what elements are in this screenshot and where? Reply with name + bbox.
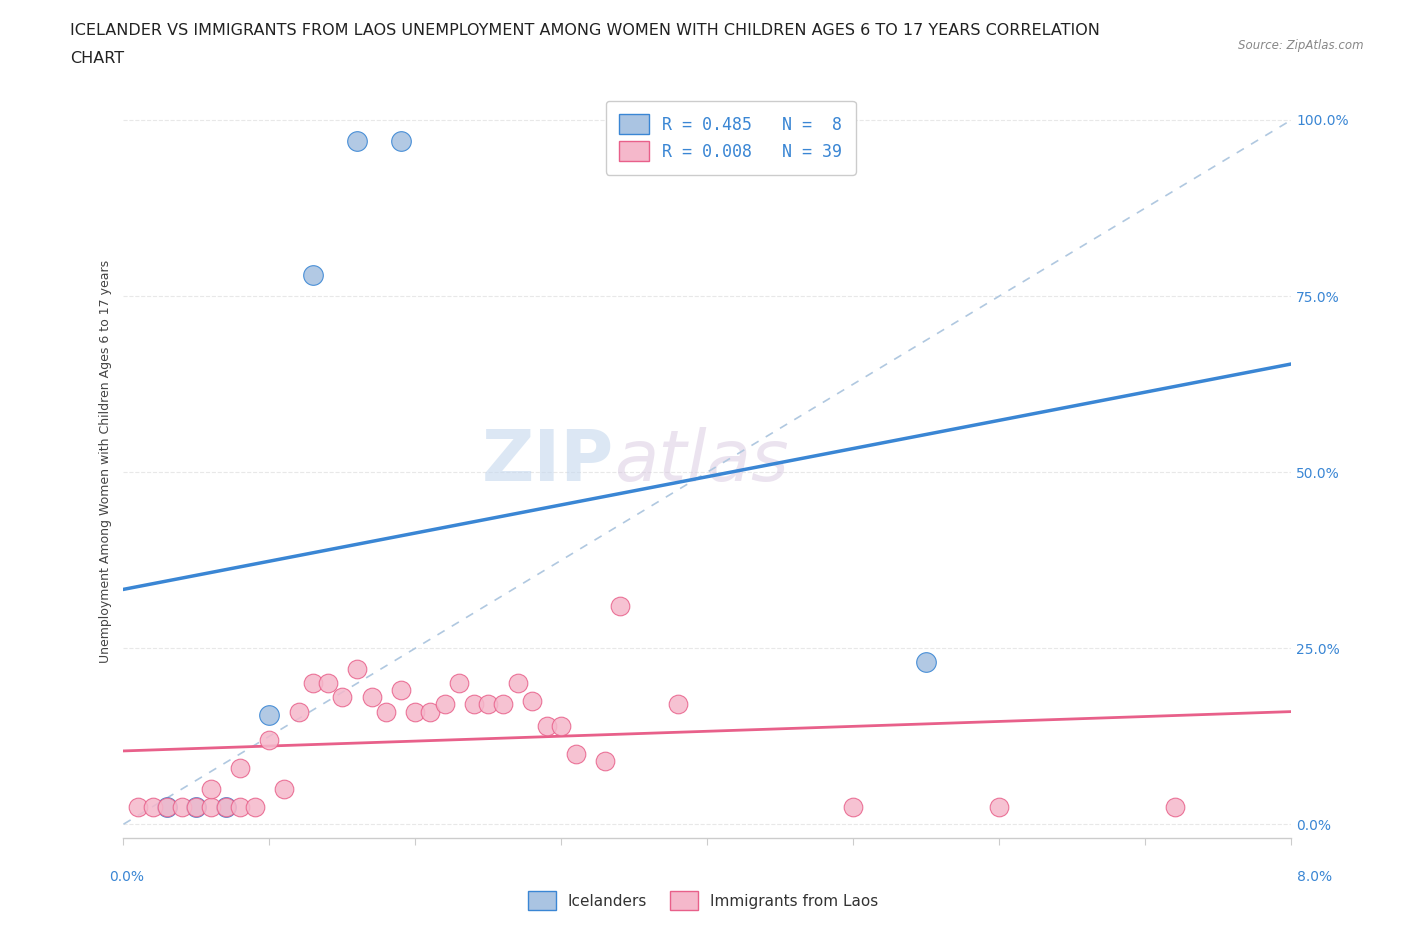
Point (156, 799, 179, 814)
Text: atlas: atlas (614, 427, 789, 496)
Point (593, 753, 616, 768)
Point (346, 662, 368, 677)
Legend: Icelanders, Immigrants from Laos: Icelanders, Immigrants from Laos (520, 884, 886, 918)
Point (550, 718, 572, 733)
Y-axis label: Unemployment Among Women with Children Ages 6 to 17 years: Unemployment Among Women with Children A… (100, 260, 112, 663)
Point (214, 799, 236, 814)
Point (229, 799, 252, 814)
Point (1163, 799, 1185, 814)
Point (127, 799, 149, 814)
Point (375, 704, 398, 719)
Legend: R = 0.485   N =  8, R = 0.008   N = 39: R = 0.485 N = 8, R = 0.008 N = 39 (606, 100, 856, 175)
Point (156, 799, 179, 814)
Point (666, 698, 689, 712)
Point (200, 799, 222, 814)
Point (463, 698, 485, 712)
Point (243, 799, 266, 814)
Point (477, 698, 499, 712)
Point (229, 761, 252, 776)
Point (200, 781, 222, 796)
Point (302, 676, 325, 691)
Point (565, 747, 588, 762)
Point (273, 781, 295, 796)
Point (259, 732, 281, 747)
Point (316, 676, 339, 691)
Point (287, 704, 309, 719)
Point (988, 799, 1011, 814)
Point (214, 799, 236, 814)
Point (389, 134, 412, 149)
Point (186, 799, 208, 814)
Point (142, 799, 165, 814)
Point (302, 268, 325, 283)
Point (170, 799, 193, 814)
Text: 0.0%: 0.0% (110, 870, 143, 884)
Point (492, 698, 515, 712)
Point (186, 799, 208, 814)
Point (332, 690, 354, 705)
Text: 8.0%: 8.0% (1298, 870, 1331, 884)
Point (522, 694, 544, 709)
Text: ZIP: ZIP (482, 427, 614, 496)
Point (259, 708, 281, 723)
Point (433, 698, 456, 712)
Text: ICELANDER VS IMMIGRANTS FROM LAOS UNEMPLOYMENT AMONG WOMEN WITH CHILDREN AGES 6 : ICELANDER VS IMMIGRANTS FROM LAOS UNEMPL… (70, 23, 1099, 38)
Text: Source: ZipAtlas.com: Source: ZipAtlas.com (1239, 39, 1364, 52)
Text: CHART: CHART (70, 51, 124, 66)
Point (346, 134, 368, 149)
Point (506, 676, 529, 691)
Point (360, 690, 382, 705)
Point (449, 676, 471, 691)
Point (536, 718, 558, 733)
Point (419, 704, 441, 719)
Point (389, 683, 412, 698)
Point (609, 599, 631, 614)
Point (915, 655, 938, 670)
Point (404, 704, 426, 719)
Point (842, 799, 865, 814)
